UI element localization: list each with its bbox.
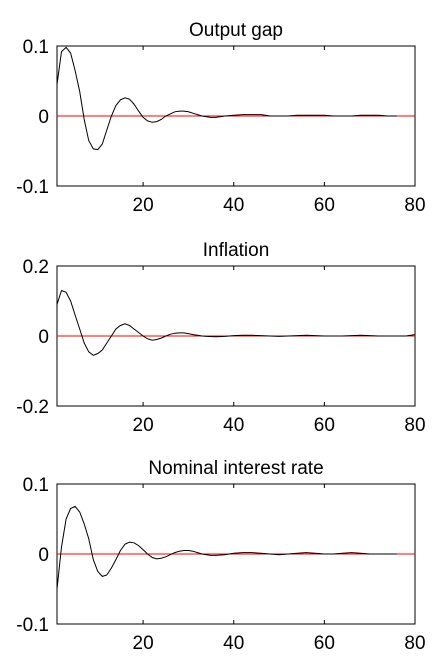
chart-2-xtick-label: 40 (223, 415, 244, 436)
chart-3-series-line (56, 505, 397, 590)
chart-1-xtick-label: 20 (133, 195, 154, 216)
chart-2-title: Inflation (203, 240, 270, 261)
chart-3-ytick-label: 0 (38, 545, 49, 566)
chart-2-xtick-label: 80 (404, 415, 425, 436)
chart-1-ytick-label: 0.1 (23, 37, 49, 58)
chart-3-xtick-label: 40 (223, 633, 244, 654)
chart-3-xtick-label: 80 (404, 633, 425, 654)
chart-1-xtick-label: 40 (223, 195, 244, 216)
chart-2-ytick-label: -0.2 (16, 397, 49, 418)
chart-1-ytick-label: 0 (38, 107, 49, 128)
chart-2-ytick-label: 0.2 (23, 257, 49, 278)
chart-3-ytick-label: 0.1 (23, 475, 49, 496)
chart-2-series-line (56, 289, 416, 356)
chart-3-xtick-label: 60 (314, 633, 335, 654)
chart-1-ytick-label: -0.1 (16, 177, 49, 198)
chart-1-xtick-label: 80 (404, 195, 425, 216)
chart-1-series-line (56, 46, 397, 151)
chart-3-title: Nominal interest rate (148, 458, 323, 479)
chart-2-xtick-label: 20 (133, 415, 154, 436)
chart-2-xtick-label: 60 (314, 415, 335, 436)
chart-3-xtick-label: 20 (133, 633, 154, 654)
chart-3-ytick-label: -0.1 (16, 615, 49, 636)
chart-2-ytick-label: 0 (38, 327, 49, 348)
chart-1-xtick-label: 60 (314, 195, 335, 216)
chart-1-title: Output gap (189, 20, 283, 41)
